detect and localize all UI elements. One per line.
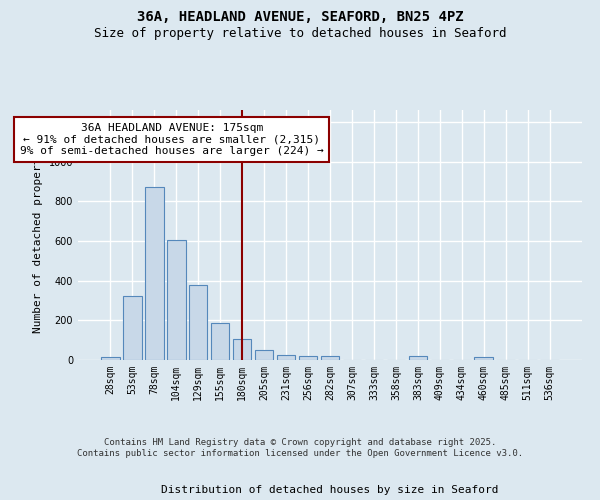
Bar [475, 357, 493, 360]
Bar [409, 356, 427, 360]
Y-axis label: Number of detached properties: Number of detached properties [33, 137, 43, 333]
Bar [101, 357, 119, 360]
Text: Distribution of detached houses by size in Seaford: Distribution of detached houses by size … [161, 485, 499, 495]
Bar [320, 356, 340, 360]
Bar [299, 356, 317, 360]
Text: Size of property relative to detached houses in Seaford: Size of property relative to detached ho… [94, 28, 506, 40]
Bar [233, 339, 251, 360]
Bar [145, 188, 164, 360]
Bar [167, 240, 185, 360]
Text: Contains HM Land Registry data © Crown copyright and database right 2025.
Contai: Contains HM Land Registry data © Crown c… [77, 438, 523, 458]
Text: 36A HEADLAND AVENUE: 175sqm
← 91% of detached houses are smaller (2,315)
9% of s: 36A HEADLAND AVENUE: 175sqm ← 91% of det… [20, 123, 323, 156]
Bar [255, 350, 274, 360]
Bar [211, 324, 229, 360]
Bar [123, 296, 142, 360]
Bar [189, 284, 208, 360]
Bar [277, 355, 295, 360]
Text: 36A, HEADLAND AVENUE, SEAFORD, BN25 4PZ: 36A, HEADLAND AVENUE, SEAFORD, BN25 4PZ [137, 10, 463, 24]
